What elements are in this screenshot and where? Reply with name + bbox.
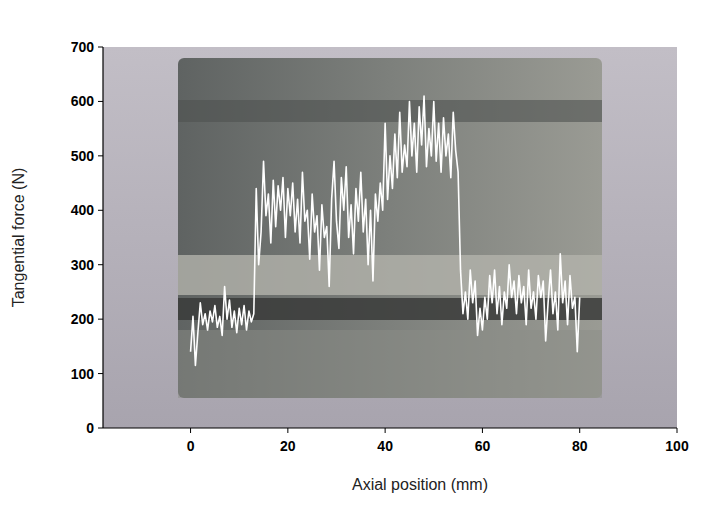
x-tick-label: 100 [665,438,689,454]
photo-band [178,330,602,398]
y-tick-label: 400 [71,202,95,218]
x-tick [482,428,483,433]
force-line [191,96,580,365]
plot-area [191,96,580,365]
y-tick-label: 500 [71,148,95,164]
chart: 0 100 200 300 400 500 600 700 0 20 40 60 80 100 Axial … [0,0,710,506]
y-tick-label: 200 [71,311,95,327]
y-tick [98,155,103,156]
x-tick [677,428,678,433]
y-tick [98,210,103,211]
x-tick [385,428,386,433]
y-tick [98,319,103,320]
y-tick-label: 0 [86,420,94,436]
photo-band [178,298,602,320]
photo-background [103,47,677,428]
y-tick [98,264,103,265]
x-tick [579,428,580,433]
y-tick [98,47,103,48]
y-tick-label: 300 [71,257,95,273]
x-tick [190,428,191,433]
y-axis-title: Tangential force (N) [10,168,27,308]
x-tick [287,428,288,433]
y-axis [102,47,103,428]
x-axis-title: Axial position (mm) [352,476,488,493]
photo-sample [178,58,602,398]
x-tick-label: 80 [572,438,588,454]
y-tick [98,101,103,102]
x-axis [103,427,677,428]
photo-band [178,100,602,122]
x-tick-label: 0 [187,438,195,454]
y-tick-label: 700 [71,39,95,55]
x-tick-label: 40 [377,438,393,454]
y-tick [98,428,103,429]
y-tick-label: 600 [71,93,95,109]
x-tick-label: 60 [475,438,491,454]
photo-ground [103,47,677,428]
y-tick [98,373,103,374]
x-tick-label: 20 [280,438,296,454]
y-tick-label: 100 [71,366,95,382]
